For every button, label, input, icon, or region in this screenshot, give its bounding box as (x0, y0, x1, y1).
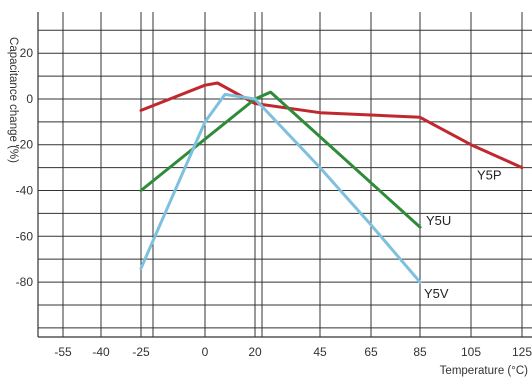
y-tick-label: -60 (16, 229, 34, 243)
plot-frame (37, 12, 532, 338)
series-line-y5v (139, 92, 422, 284)
grid (38, 12, 532, 337)
x-tick-label: 85 (413, 345, 427, 359)
x-tick-label: 20 (248, 345, 262, 359)
series-line-y5u (139, 90, 422, 229)
x-tick-label: 45 (313, 345, 327, 359)
x-tick-label: -55 (54, 345, 72, 359)
chart-text: Y5P Y5U Y5V -55 -40 -25 0 20 45 65 85 105 125 20 0 -20 -… (7, 37, 532, 377)
y-axis-label: Capacitance change (%) (7, 37, 19, 163)
y-tick-label: 0 (26, 92, 33, 106)
x-tick-label: 125 (512, 345, 532, 359)
x-axis-label: Temperature (°C) (440, 365, 528, 377)
x-tick-label: 0 (202, 345, 209, 359)
x-tick-label: -40 (92, 345, 110, 359)
y-tick-label: -80 (16, 275, 34, 289)
series-line-y5p (139, 81, 524, 170)
x-tick-label: -25 (132, 345, 150, 359)
series-label-y5v: Y5V (424, 286, 449, 301)
series-lines (139, 81, 524, 284)
series-label-y5p: Y5P (477, 168, 502, 183)
y-tick-label: -20 (16, 138, 34, 152)
x-tick-label: 65 (364, 345, 378, 359)
y-tick-label: 20 (20, 46, 34, 60)
y-tick-label: -40 (16, 184, 34, 198)
x-tick-label: 105 (461, 345, 481, 359)
series-label-y5u: Y5U (426, 213, 451, 228)
